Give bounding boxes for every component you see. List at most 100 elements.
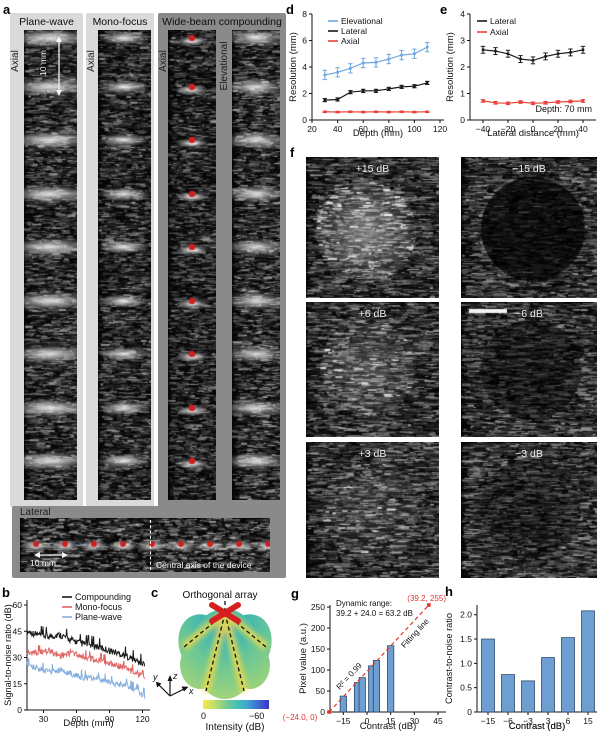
svg-text:30: 30 — [39, 714, 49, 724]
svg-text:1.0: 1.0 — [460, 658, 472, 668]
chart-h: 0 0.5 1.0 1.5 2.0 Contrast (dB) Contrast-to-no… — [444, 605, 597, 732]
central-axis-label: Central axis of the device — [156, 560, 252, 570]
phantom-image-plus3dB — [306, 442, 439, 578]
contrast-label-plus3: +3 dB — [358, 448, 387, 460]
svg-text:0: 0 — [467, 707, 472, 717]
beam-profile-art — [178, 601, 272, 699]
lateral-strip-label: Lateral — [20, 507, 51, 518]
svg-text:Resolution (mm): Resolution (mm) — [445, 32, 456, 102]
svg-text:Pixel value (a.u.): Pixel value (a.u.) — [298, 623, 309, 694]
svg-text:15: 15 — [583, 716, 593, 726]
svg-text:45: 45 — [13, 626, 23, 636]
svg-text:8: 8 — [302, 9, 307, 19]
axis-triad-icon: y z x — [152, 671, 194, 697]
svg-text:x: x — [188, 686, 194, 696]
svg-text:50: 50 — [316, 686, 326, 696]
svg-text:0: 0 — [302, 115, 307, 125]
colorbar-title: Intensity (dB) — [205, 722, 265, 733]
phantom-image-minus6dB — [461, 302, 597, 437]
wide-beam-axial-strip — [168, 30, 216, 500]
svg-text:90: 90 — [105, 714, 115, 724]
svg-text:1.5: 1.5 — [460, 634, 472, 644]
svg-text:Axial: Axial — [341, 36, 360, 46]
colorbar-max-label: −60 — [249, 711, 265, 721]
svg-text:60: 60 — [13, 600, 23, 610]
svg-text:150: 150 — [311, 644, 325, 654]
svg-text:(39.2, 255): (39.2, 255) — [407, 594, 446, 603]
svg-text:Lateral distance (mm): Lateral distance (mm) — [487, 128, 579, 139]
svg-text:Depth: 70 mm: Depth: 70 mm — [535, 104, 592, 114]
contrast-label-plus6: +6 dB — [358, 308, 387, 320]
svg-text:Contrast (dB): Contrast (dB) — [360, 721, 417, 732]
svg-text:−40: −40 — [476, 124, 491, 134]
svg-text:30: 30 — [410, 716, 420, 726]
svg-text:Contrast (dB): Contrast (dB) — [509, 721, 566, 732]
panel-label-b: b — [2, 585, 10, 600]
svg-text:15: 15 — [386, 716, 396, 726]
svg-text:z: z — [172, 671, 178, 681]
svg-text:Elevational: Elevational — [341, 16, 383, 26]
chart-d: 20 40 60 80 100 120 0 2 4 6 8 Depth (mm) Resolution … — [288, 9, 447, 139]
svg-text:−20: −20 — [501, 124, 516, 134]
svg-text:y: y — [152, 672, 158, 682]
svg-text:0: 0 — [460, 115, 465, 125]
svg-text:30: 30 — [13, 653, 23, 663]
svg-text:40: 40 — [333, 124, 343, 134]
svg-text:60: 60 — [72, 714, 82, 724]
central-axis-dashed-line — [150, 520, 151, 570]
contrast-label-minus3: −3 dB — [515, 448, 543, 460]
svg-text:4: 4 — [460, 9, 465, 19]
svg-text:100: 100 — [407, 124, 421, 134]
svg-text:120: 120 — [135, 714, 149, 724]
svg-text:−15: −15 — [481, 716, 496, 726]
svg-text:6: 6 — [566, 716, 571, 726]
orthogonal-array-title: Orthogonal array — [182, 590, 258, 601]
svg-text:80: 80 — [384, 124, 394, 134]
panel-label-d: d — [286, 2, 294, 17]
wide-beam-title: Wide-beam compounding — [162, 16, 282, 28]
svg-text:Axial: Axial — [490, 27, 509, 37]
panel-label-a: a — [3, 2, 11, 17]
svg-text:0: 0 — [17, 705, 22, 715]
svg-text:Lateral: Lateral — [341, 26, 367, 36]
svg-text:Resolution (mm): Resolution (mm) — [288, 32, 299, 102]
svg-text:250: 250 — [311, 602, 325, 612]
svg-text:120: 120 — [433, 124, 447, 134]
svg-text:0: 0 — [320, 707, 325, 717]
svg-text:15: 15 — [13, 679, 23, 689]
svg-text:0: 0 — [365, 716, 370, 726]
phantom-image-plus15dB — [306, 157, 439, 298]
contrast-label-plus15: +15 dB — [355, 163, 390, 175]
svg-text:2.0: 2.0 — [460, 610, 472, 620]
svg-text:−6: −6 — [503, 716, 513, 726]
panel-label-h: h — [445, 584, 453, 599]
plane-wave-ultrasound-strip — [24, 30, 77, 500]
svg-text:20: 20 — [307, 124, 317, 134]
svg-text:4: 4 — [302, 62, 307, 72]
contrast-label-minus15: −15 dB — [512, 163, 546, 175]
svg-text:3: 3 — [460, 36, 465, 46]
lateral-scale-arrow-icon — [34, 552, 68, 558]
svg-text:Plane-wave: Plane-wave — [75, 612, 122, 622]
depth-scale-arrow-icon — [56, 36, 62, 96]
svg-text:Depth (mm): Depth (mm) — [353, 128, 403, 139]
contrast-label-minus6: −6 dB — [515, 308, 543, 320]
svg-text:−15: −15 — [336, 716, 351, 726]
svg-text:Compounding: Compounding — [75, 592, 131, 602]
svg-text:(−24.0, 0): (−24.0, 0) — [283, 713, 318, 722]
svg-text:100: 100 — [311, 665, 325, 675]
mono-focus-ultrasound-strip — [98, 30, 151, 500]
svg-text:60: 60 — [358, 124, 368, 134]
svg-text:45: 45 — [433, 716, 443, 726]
svg-text:Dynamic range:: Dynamic range: — [336, 599, 392, 608]
svg-text:Contrast (dB): Contrast (dB) — [509, 721, 566, 732]
panel-label-f: f — [290, 145, 295, 160]
svg-text:Contrast-to-noise ratio: Contrast-to-noise ratio — [444, 613, 454, 704]
wide-beam-elevational-strip — [232, 30, 280, 500]
svg-text:2: 2 — [302, 89, 307, 99]
svg-text:Signal-to-noise ratio (dB): Signal-to-noise ratio (dB) — [3, 604, 13, 706]
panel-label-e: e — [440, 2, 448, 17]
orthogonal-array-x-icon — [209, 602, 241, 624]
